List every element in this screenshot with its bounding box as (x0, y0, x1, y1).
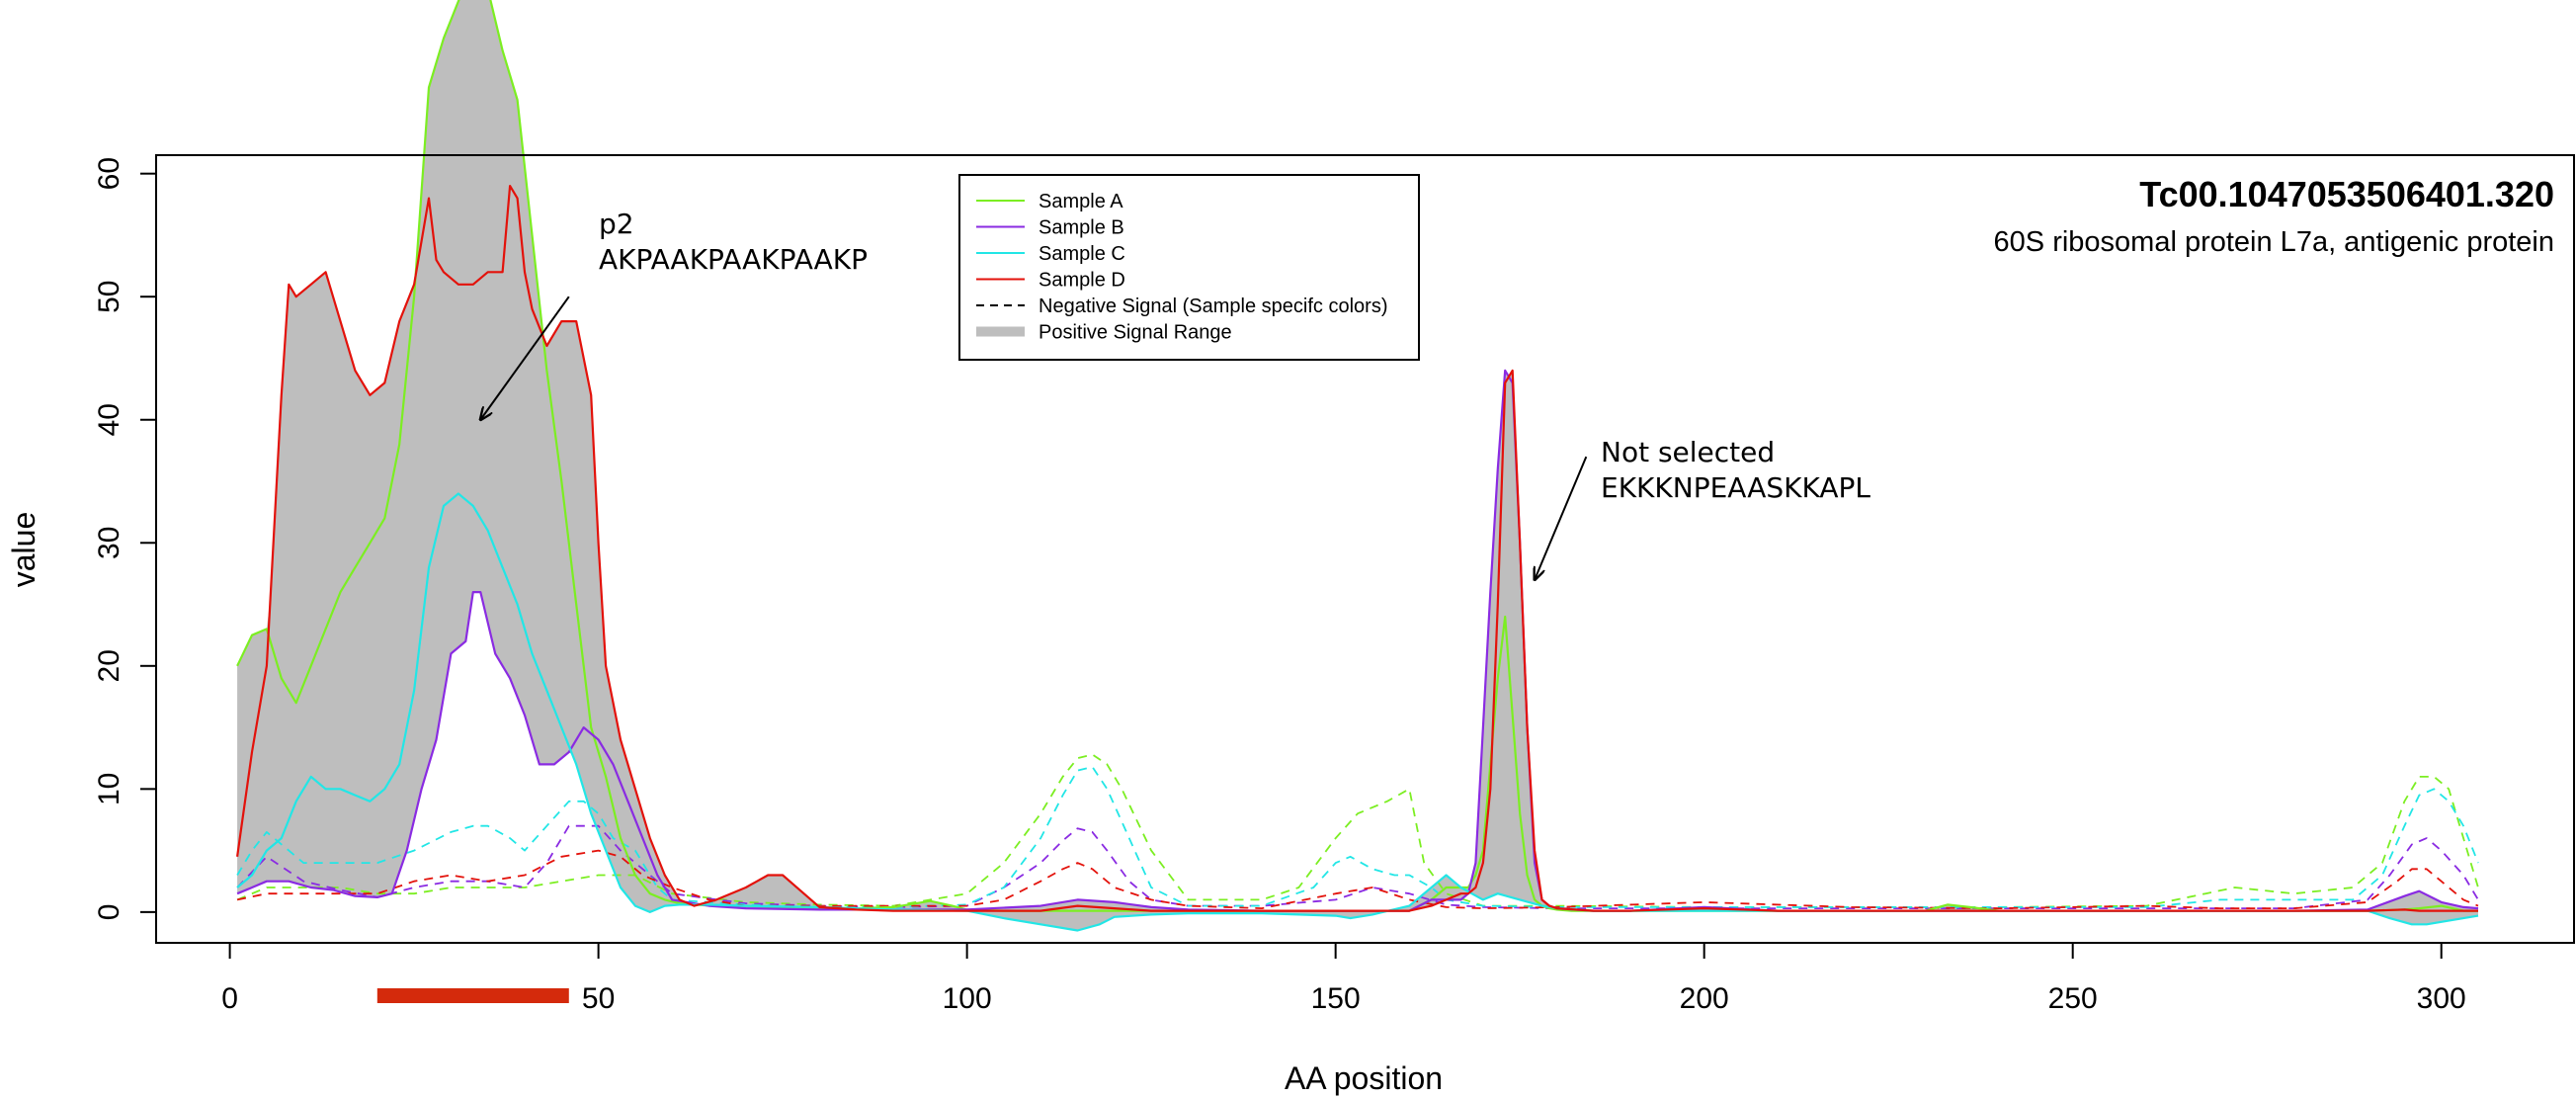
chart-subtitle: 60S ribosomal protein L7a, antigenic pro… (1994, 226, 2554, 258)
sample-c-negative-signal-line (236, 766, 2479, 908)
sample-d-signal-line (236, 185, 2478, 912)
positive-signal-range-area (237, 0, 2478, 931)
x-axis-title: AA position (1285, 1060, 1443, 1096)
y-tick-label: 50 (93, 281, 125, 313)
y-axis-title: value (6, 512, 42, 588)
x-tick-label: 0 (221, 982, 238, 1015)
x-tick-label: 150 (1311, 982, 1361, 1015)
x-tick-label: 250 (2048, 982, 2098, 1015)
epitope-highlight-bar (376, 988, 569, 1003)
y-tick-label: 60 (93, 157, 125, 190)
legend-label-positive-signal: Positive Signal Range (1039, 322, 1232, 344)
legend-label-sample-d: Sample D (1039, 270, 1125, 292)
annotation-arrow (1535, 456, 1588, 580)
y-tick-label: 30 (93, 527, 125, 559)
legend-box (958, 174, 1420, 361)
legend-label-sample-b: Sample B (1039, 217, 1124, 239)
positive-signal-range-layer (237, 0, 2478, 931)
y-tick-label: 40 (93, 403, 125, 436)
y-tick-label: 10 (93, 773, 125, 805)
annotation-sequence: AKPAAKPAAKPAAKP (599, 243, 868, 276)
legend-label-negative-signal: Negative Signal (Sample specifc colors) (1039, 296, 1388, 317)
sample-d-negative-signal-line (236, 849, 2479, 909)
chart-title: Tc00.1047053506401.320 (2139, 174, 2554, 214)
x-tick-label: 200 (1680, 982, 1729, 1015)
legend-label-sample-a: Sample A (1039, 191, 1123, 212)
annotation-arrow (480, 296, 570, 420)
x-tick-label: 300 (2417, 982, 2466, 1015)
y-tick-label: 20 (93, 649, 125, 682)
x-tick-label: 100 (943, 982, 992, 1015)
annotation-sequence: EKKKNPEAASKKAPL (1601, 471, 1870, 504)
annotation-label: Not selected (1601, 436, 1775, 468)
x-axis: 0 50 100 150 200 250 300 (221, 942, 2466, 1015)
y-axis: 0 10 20 30 40 50 60 (93, 157, 157, 921)
y-tick-label: 0 (93, 904, 125, 921)
annotation-label: p2 (599, 208, 634, 240)
x-tick-label: 50 (582, 982, 615, 1015)
legend-label-sample-c: Sample C (1039, 243, 1125, 265)
sample-a-negative-signal-line (236, 753, 2479, 908)
sample-lines-layer (236, 0, 2479, 932)
sample-b-negative-signal-line (236, 824, 2479, 909)
legend: Sample A Sample B Sample C Sample D Negative… (958, 174, 1420, 361)
negative-signal-layer (236, 753, 2479, 909)
